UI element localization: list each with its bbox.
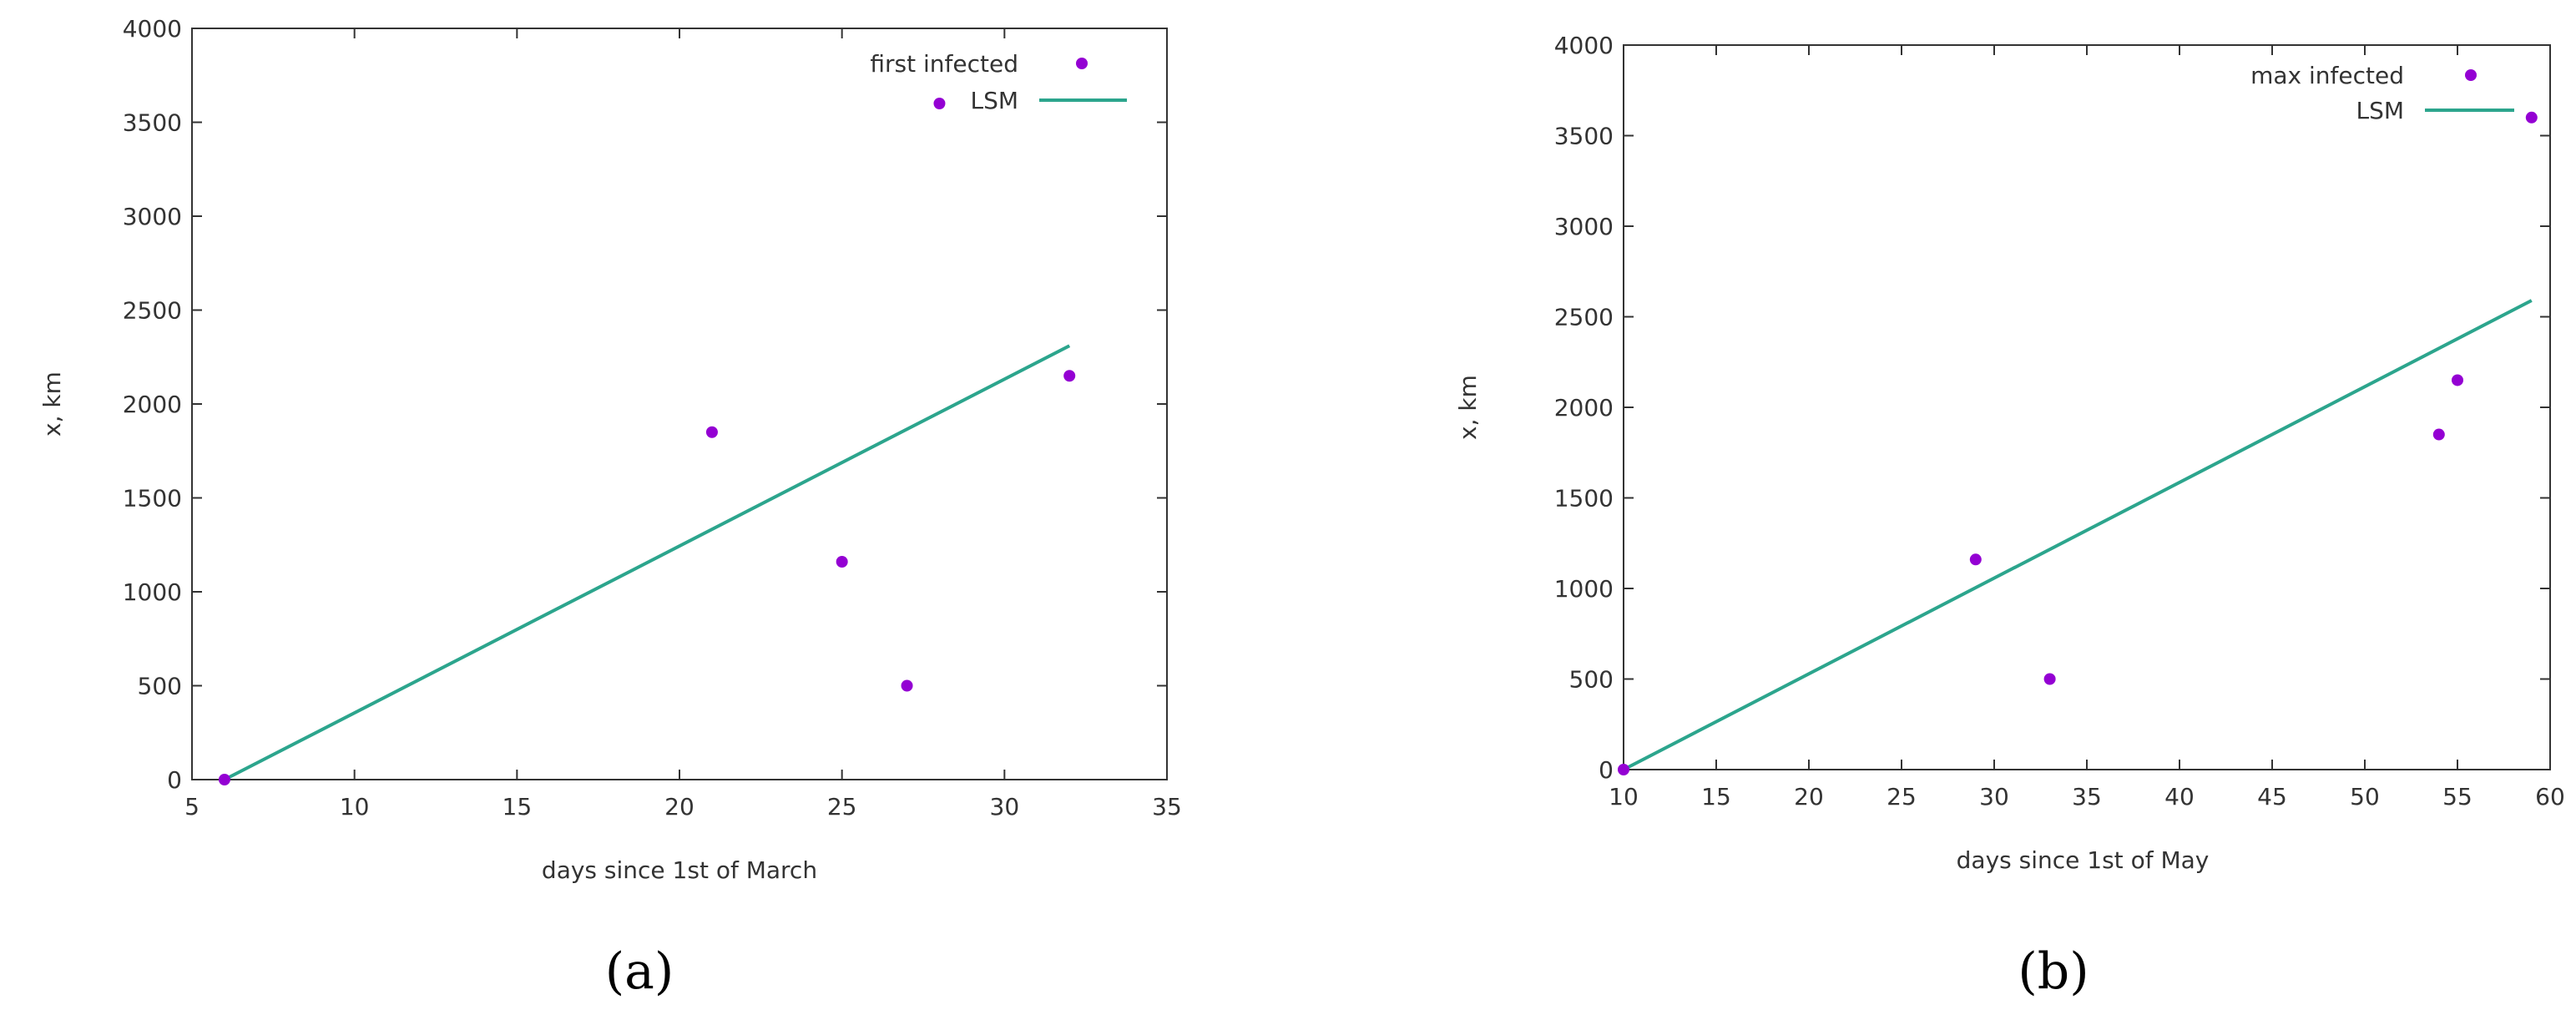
lsm-fit-line (1623, 299, 2533, 771)
x-tick-label: 15 (1701, 783, 1731, 810)
y-tick-label: 500 (138, 673, 182, 700)
data-point (1618, 764, 1629, 775)
data-point (836, 556, 848, 568)
data-point (218, 774, 230, 785)
y-tick-label: 0 (167, 766, 182, 794)
legend-marker-max-infected (2465, 69, 2477, 81)
y-axis-title: x, km (1454, 375, 1482, 440)
y-tick-label: 3500 (1554, 123, 1614, 150)
data-point (1063, 370, 1076, 382)
x-tick-label: 15 (503, 793, 533, 821)
y-tick-label: 4000 (123, 15, 182, 43)
y-tick-label: 1000 (1554, 575, 1614, 603)
data-point (2525, 111, 2538, 124)
y-tick-label: 0 (1599, 756, 1614, 784)
x-tick-label: 30 (990, 793, 1020, 821)
data-point (2452, 374, 2463, 386)
legend-label-lsm: LSM (2356, 97, 2404, 124)
x-tick-label: 45 (2257, 783, 2287, 810)
x-tick-label: 10 (1609, 783, 1639, 810)
x-tick-label: 20 (1794, 783, 1824, 810)
y-tick-label: 1500 (1554, 485, 1614, 513)
data-point (2043, 673, 2056, 685)
y-axis-ticks: 0 500 1000 1500 2000 2500 3000 3500 4000 (123, 15, 1167, 794)
y-tick-label: 1000 (123, 578, 182, 606)
data-point (933, 98, 946, 109)
lsm-fit-line (224, 344, 1071, 781)
plot-frame (1623, 44, 2551, 770)
x-axis-title: days since 1st of May (1957, 846, 2210, 874)
x-tick-label: 25 (827, 793, 857, 821)
x-tick-label: 30 (1979, 783, 2009, 810)
y-tick-label: 2500 (1554, 304, 1614, 331)
y-tick-label: 2000 (1554, 394, 1614, 422)
y-tick-label: 4000 (1554, 32, 1614, 59)
x-tick-label: 35 (2072, 783, 2102, 810)
y-tick-label: 3500 (123, 109, 182, 137)
x-tick-label: 35 (1152, 793, 1182, 821)
x-tick-label: 50 (2350, 783, 2380, 810)
y-tick-label: 2000 (123, 391, 182, 418)
panel-label-b: (b) (2018, 942, 2089, 1001)
data-point (1969, 553, 1982, 566)
plot-marks (1618, 111, 2538, 775)
y-tick-label: 1500 (123, 485, 182, 513)
data-point (2432, 428, 2445, 441)
x-axis-ticks: 5 10 15 20 25 30 35 (184, 28, 1182, 821)
legend-marker-first-infected (1076, 58, 1088, 69)
y-tick-label: 2500 (123, 297, 182, 325)
x-tick-label: 60 (2535, 783, 2565, 810)
legend: first infected LSM (870, 50, 1127, 114)
x-tick-label: 40 (2164, 783, 2195, 810)
y-tick-label: 3000 (1554, 213, 1614, 240)
x-tick-label: 5 (184, 793, 200, 821)
y-axis-ticks: 0 500 1000 1500 2000 2500 3000 3500 4000 (1554, 32, 2550, 784)
chart-panel-a: 0 500 1000 1500 2000 2500 3000 3500 4000 5 10 15 20… (38, 15, 1182, 1001)
legend-label-max-infected: max infected (2250, 62, 2404, 89)
x-axis-title: days since 1st of March (542, 856, 817, 884)
legend-label-first-infected: first infected (870, 50, 1018, 78)
chart-panel-b: 0 500 1000 1500 2000 2500 3000 3500 4000 10 15 20 2… (1454, 32, 2565, 1001)
y-axis-title: x, km (38, 371, 66, 437)
panel-label-a: (a) (605, 942, 674, 1001)
y-tick-label: 500 (1569, 666, 1614, 694)
plot-frame (191, 28, 1168, 780)
legend: max infected LSM (2250, 62, 2514, 124)
data-point (705, 426, 718, 438)
x-tick-label: 55 (2442, 783, 2472, 810)
x-tick-label: 25 (1887, 783, 1917, 810)
data-point (901, 679, 913, 692)
x-tick-label: 20 (664, 793, 695, 821)
y-tick-label: 3000 (123, 203, 182, 230)
legend-label-lsm: LSM (970, 87, 1018, 114)
x-tick-label: 10 (340, 793, 370, 821)
x-axis-ticks: 10 15 20 25 30 35 40 45 50 55 60 (1609, 45, 2565, 810)
plot-marks (218, 98, 1076, 785)
